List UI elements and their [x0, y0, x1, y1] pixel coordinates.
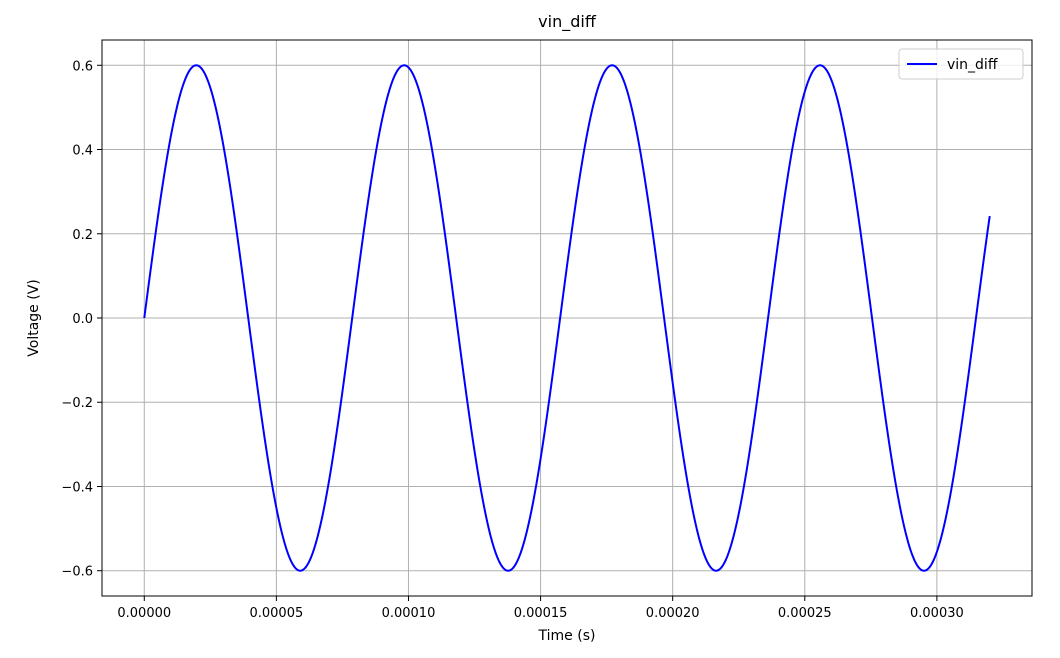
legend-box	[898, 48, 1024, 80]
y-tick-label: 0.6	[72, 59, 93, 74]
series-line-vin_diff	[143, 64, 991, 572]
x-tick-label: 0.00015	[514, 606, 568, 621]
legend-label: vin_diff	[947, 57, 998, 73]
x-tick-label: 0.00000	[117, 606, 171, 621]
grid	[102, 40, 1032, 596]
y-axis-label: Voltage (V)	[26, 279, 42, 356]
y-tick-label: −0.2	[61, 396, 93, 411]
legend: vin_diff	[898, 48, 1024, 80]
x-tick-label: 0.00020	[646, 606, 700, 621]
y-axis: −0.6 −0.4 −0.2 0.0 0.2 0.4 0.6	[61, 59, 102, 580]
y-tick-label: 0.4	[72, 144, 93, 159]
chart-title: vin_diff	[538, 12, 597, 32]
y-tick-label: −0.4	[61, 480, 93, 495]
x-tick-label: 0.00010	[382, 606, 436, 621]
x-tick-label: 0.00025	[778, 606, 832, 621]
series-layer	[143, 64, 991, 572]
y-tick-label: −0.6	[61, 565, 93, 580]
y-tick-label: 0.0	[72, 312, 93, 327]
x-tick-label: 0.00005	[249, 606, 303, 621]
x-axis: 0.00000 0.00005 0.00010 0.00015 0.00020 0.000…	[117, 596, 964, 621]
y-tick-label: 0.2	[72, 228, 93, 243]
x-tick-label: 0.00030	[910, 606, 964, 621]
x-axis-label: Time (s)	[538, 628, 596, 644]
